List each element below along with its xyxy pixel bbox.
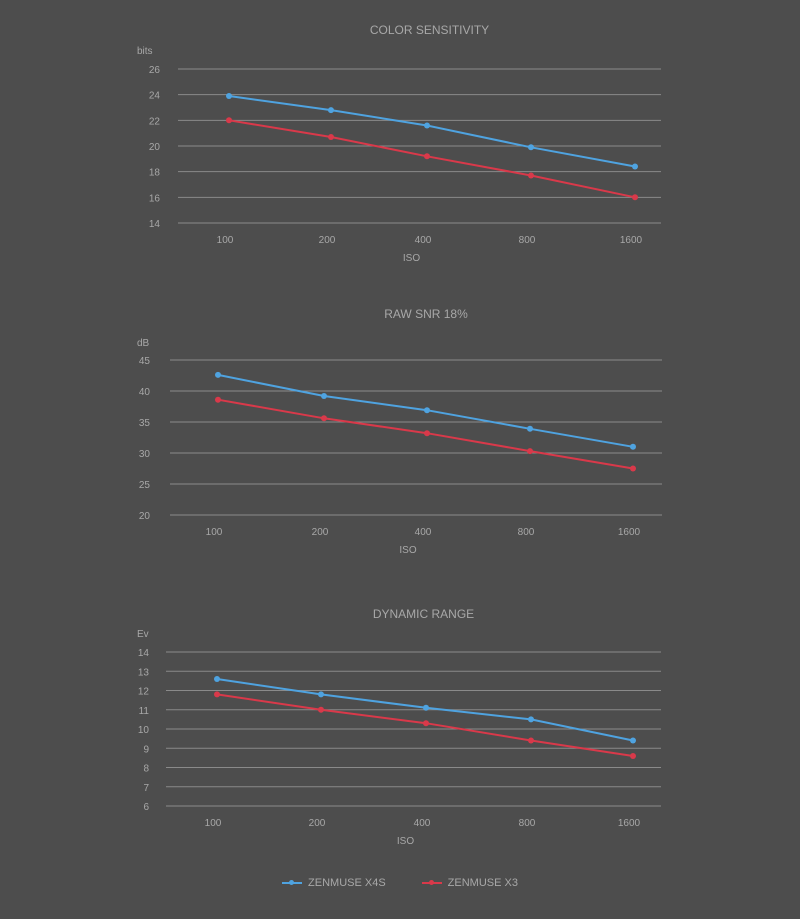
legend-swatch-x4s [282,877,303,889]
x-axis-label-2: ISO [397,836,414,847]
legend-swatch-x3 [421,877,442,889]
y-tick-label-2-1: 13 [138,667,150,678]
y-tick-label-0-1: 24 [149,91,161,102]
data-point-0-1-2 [424,153,430,160]
data-point-2-1-0 [214,691,220,698]
data-point-1-1-4 [630,465,636,472]
y-tick-label-0-0: 26 [149,65,161,76]
y-tick-label-1-0: 45 [139,356,151,367]
data-point-1-1-3 [527,448,533,455]
data-point-2-0-2 [423,704,429,711]
data-point-0-0-0 [226,93,232,99]
x-tick-label-1-0: 100 [206,527,223,538]
x-tick-label-0-2: 400 [415,235,432,246]
y-tick-label-2-6: 8 [143,764,149,775]
data-point-0-0-3 [528,144,534,151]
x-axis-label-0: ISO [403,253,420,264]
data-point-0-0-1 [328,107,334,114]
x-axis-label-1: ISO [399,545,416,556]
x-tick-label-2-0: 100 [205,818,222,829]
y-tick-label-1-4: 25 [139,480,151,491]
y-axis-unit-2: Ev [137,629,149,640]
data-point-1-0-0 [215,371,221,378]
y-tick-label-2-0: 14 [138,648,150,659]
y-tick-label-2-4: 10 [138,725,150,736]
x-tick-label-0-4: 1600 [620,235,643,246]
chart-title-0: COLOR SENSITIVITY [370,23,489,37]
x-tick-label-2-3: 800 [519,818,536,829]
x-tick-label-1-4: 1600 [618,527,641,538]
data-point-2-1-4 [630,753,636,759]
series-line-0-1 [228,119,636,199]
x-tick-label-2-1: 200 [309,818,326,829]
legend-label-x3: ZENMUSE X3 [447,877,518,889]
legend-item-x3[interactable]: ZENMUSE X3 [421,877,518,889]
x-tick-label-0-1: 200 [319,235,336,246]
y-tick-label-2-3: 11 [139,706,150,717]
y-tick-label-0-3: 20 [149,142,161,153]
y-tick-label-2-8: 6 [143,802,149,813]
legend-label-x4s: ZENMUSE X4S [308,877,386,889]
chart-title-2: DYNAMIC RANGE [373,607,474,621]
data-point-1-0-4 [630,443,636,450]
x-tick-label-1-2: 400 [415,527,432,538]
x-tick-label-1-1: 200 [312,527,329,538]
y-tick-label-0-6: 14 [149,219,161,230]
data-point-0-1-1 [328,134,334,140]
y-tick-label-1-3: 30 [139,449,151,460]
x-tick-label-2-4: 1600 [618,818,641,829]
y-tick-label-1-1: 40 [139,387,151,398]
y-tick-label-1-5: 20 [139,511,151,522]
x-tick-label-0-0: 100 [217,235,234,246]
data-point-1-1-2 [424,430,430,437]
data-point-0-1-3 [528,172,534,179]
y-tick-label-2-2: 12 [138,687,150,698]
data-point-0-0-4 [632,163,638,170]
data-point-1-0-3 [527,425,533,432]
y-tick-label-0-4: 18 [149,168,161,179]
x-tick-label-0-3: 800 [519,235,536,246]
x-tick-label-2-2: 400 [414,818,431,829]
data-point-1-1-1 [321,415,327,422]
data-point-1-1-0 [215,396,221,403]
data-point-2-1-2 [423,720,429,727]
y-axis-unit-0: bits [137,46,153,57]
data-point-2-0-1 [318,691,324,698]
data-point-0-1-0 [226,117,232,124]
data-point-2-0-0 [214,676,220,682]
data-point-2-0-3 [528,716,534,723]
legend-item-x4s[interactable]: ZENMUSE X4S [282,877,386,889]
legend: ZENMUSE X4S ZENMUSE X3 [0,877,800,889]
data-point-0-0-2 [424,122,430,129]
y-tick-label-2-7: 7 [143,783,149,794]
data-point-2-0-4 [630,737,636,744]
chart-title-1: RAW SNR 18% [384,307,468,321]
data-point-1-0-2 [424,407,430,414]
y-tick-label-1-2: 35 [139,418,151,429]
x-tick-label-1-3: 800 [518,527,535,538]
data-point-0-1-4 [632,194,638,201]
data-point-1-0-1 [321,393,327,399]
charts-canvas: COLOR SENSITIVITY bits 26 24 22 20 18 16 14 100 20… [137,23,662,847]
y-tick-label-0-5: 16 [149,193,161,204]
y-tick-label-0-2: 22 [149,116,161,127]
data-point-2-1-1 [318,706,324,713]
y-tick-label-2-5: 9 [143,744,149,755]
data-point-2-1-3 [528,737,534,744]
y-axis-unit-1: dB [137,338,150,349]
